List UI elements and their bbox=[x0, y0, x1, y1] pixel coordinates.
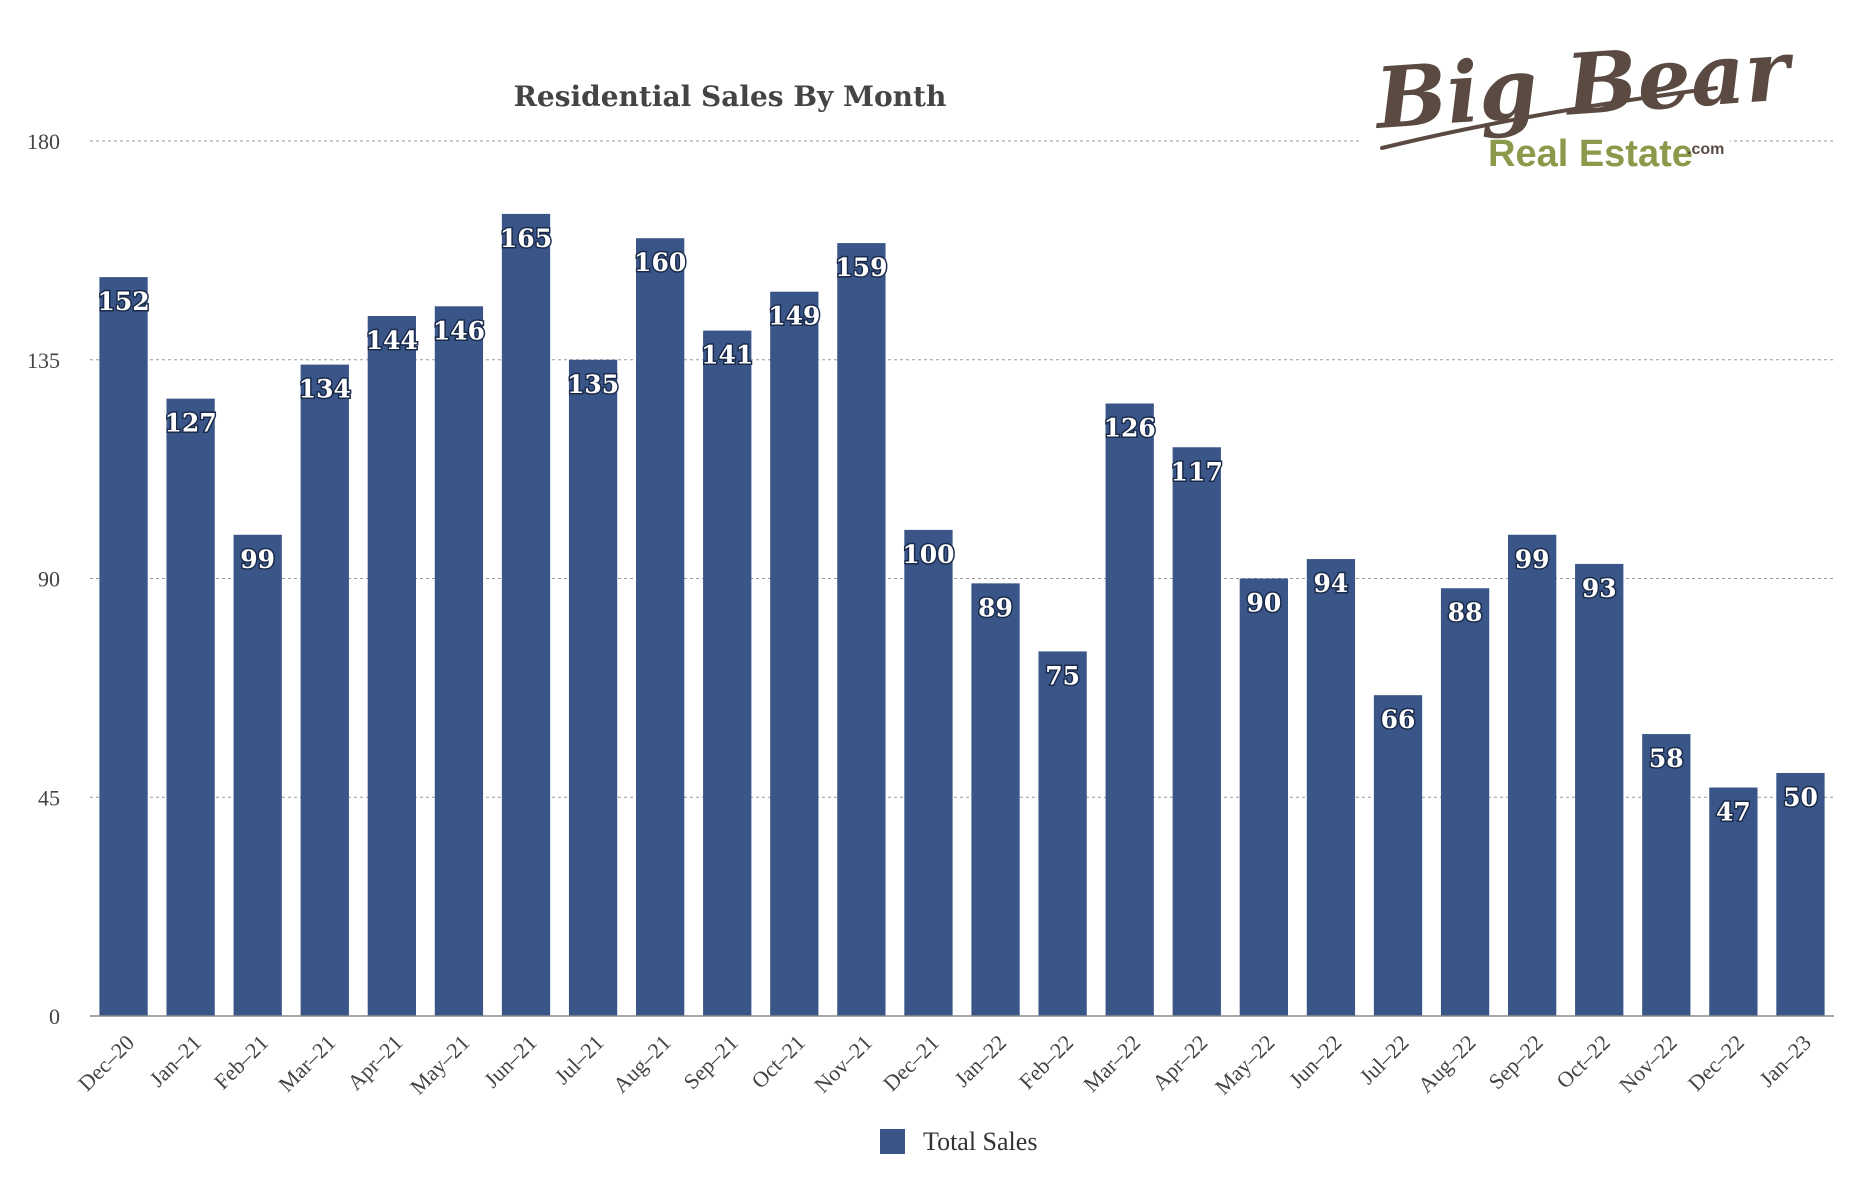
x-tick-label: Jun–21 bbox=[479, 1030, 542, 1093]
x-tick-label: Dec–21 bbox=[878, 1030, 944, 1096]
logo-swash bbox=[1380, 86, 1718, 150]
x-tick-label: Jul–22 bbox=[1354, 1030, 1413, 1089]
logo-subtitle: Real Estate bbox=[1488, 133, 1693, 175]
legend-swatch bbox=[880, 1129, 905, 1154]
bar bbox=[1776, 772, 1825, 1016]
legend-label: Total Sales bbox=[923, 1127, 1037, 1156]
bar bbox=[770, 291, 819, 1016]
x-tick-label: Apr–22 bbox=[1147, 1030, 1212, 1095]
bar bbox=[434, 306, 484, 1016]
data-label: 149 bbox=[768, 302, 820, 331]
bar bbox=[1575, 563, 1624, 1016]
data-label: 93 bbox=[1582, 574, 1617, 603]
x-tick-label: Jun–22 bbox=[1284, 1030, 1347, 1093]
bar bbox=[300, 364, 349, 1017]
data-label: 75 bbox=[1045, 661, 1080, 690]
x-tick-label: Nov–21 bbox=[809, 1030, 877, 1098]
x-tick-label: Jul–21 bbox=[549, 1030, 608, 1089]
x-tick-label: Apr–21 bbox=[342, 1030, 407, 1095]
data-label: 135 bbox=[567, 370, 619, 399]
bar bbox=[1172, 447, 1221, 1016]
x-tick-label: May–22 bbox=[1210, 1030, 1280, 1100]
bar bbox=[703, 330, 752, 1016]
legend: Total Sales bbox=[880, 1127, 1037, 1156]
x-tick-label: Dec–20 bbox=[73, 1030, 139, 1096]
x-tick-label: Jan–23 bbox=[1754, 1030, 1816, 1092]
bar bbox=[233, 534, 282, 1016]
x-tick-label: Nov–22 bbox=[1614, 1030, 1682, 1098]
bar bbox=[166, 398, 215, 1016]
y-tick-label: 45 bbox=[38, 785, 60, 810]
data-label: 99 bbox=[240, 545, 275, 574]
data-label: 47 bbox=[1716, 798, 1751, 827]
data-label: 88 bbox=[1448, 598, 1483, 627]
y-tick-label: 0 bbox=[49, 1004, 60, 1029]
brand-logo: Big Bear Real Estate .com bbox=[1360, 20, 1798, 178]
x-tick-label: Aug–21 bbox=[608, 1030, 676, 1098]
x-tick-label: Mar–21 bbox=[273, 1030, 340, 1097]
data-label: 117 bbox=[1171, 457, 1223, 486]
x-tick-label: Sep–21 bbox=[678, 1030, 742, 1094]
bar bbox=[1105, 403, 1154, 1016]
gridlines bbox=[90, 140, 1834, 798]
data-label: 127 bbox=[165, 409, 217, 438]
data-label: 90 bbox=[1246, 589, 1281, 618]
x-tick-label: Oct–21 bbox=[746, 1030, 809, 1093]
data-label: 99 bbox=[1515, 545, 1550, 574]
x-tick-label: Jan–22 bbox=[949, 1030, 1011, 1092]
bar bbox=[1642, 734, 1691, 1016]
x-tick-label: Sep–22 bbox=[1483, 1030, 1547, 1094]
bar bbox=[904, 529, 953, 1016]
data-labels: 152 127 99 134 144 146 165 135 160 141 149 159 100 89… bbox=[96, 222, 1819, 828]
data-label: 134 bbox=[299, 375, 351, 404]
bar bbox=[99, 277, 148, 1017]
x-tick-label: Jan–21 bbox=[144, 1030, 206, 1092]
data-label: 126 bbox=[1104, 414, 1156, 443]
data-label: 100 bbox=[902, 540, 954, 569]
y-tick-label: 180 bbox=[27, 129, 60, 154]
x-tick-label: May–21 bbox=[405, 1030, 475, 1100]
bar bbox=[568, 359, 618, 1016]
data-label: 89 bbox=[978, 593, 1013, 622]
bar bbox=[1239, 578, 1288, 1016]
data-label: 50 bbox=[1783, 783, 1818, 812]
data-label: 94 bbox=[1314, 569, 1349, 598]
bar bbox=[1508, 534, 1557, 1016]
y-tick-label: 135 bbox=[27, 348, 60, 373]
bar bbox=[1440, 588, 1490, 1016]
bars bbox=[99, 213, 1825, 1017]
bar bbox=[501, 213, 551, 1016]
x-tick-label: Aug–22 bbox=[1413, 1030, 1481, 1098]
bar bbox=[971, 583, 1020, 1016]
data-label: 58 bbox=[1649, 744, 1684, 773]
bar bbox=[1306, 559, 1356, 1016]
data-label: 152 bbox=[97, 287, 149, 316]
chart-title: Residential Sales By Month bbox=[514, 80, 947, 113]
x-tick-label: Mar–22 bbox=[1078, 1030, 1145, 1097]
bar bbox=[636, 238, 685, 1016]
data-label: 165 bbox=[500, 224, 552, 253]
x-tick-label: Oct–22 bbox=[1551, 1030, 1614, 1093]
x-tick-label: Feb–22 bbox=[1014, 1030, 1078, 1094]
bar bbox=[1373, 695, 1423, 1016]
data-label: 141 bbox=[701, 341, 753, 370]
bar bbox=[1038, 651, 1087, 1016]
data-label: 159 bbox=[835, 253, 887, 282]
logo-script-text: Big Bear bbox=[1370, 20, 1798, 148]
x-tick-label: Dec–22 bbox=[1683, 1030, 1749, 1096]
data-label: 144 bbox=[366, 326, 418, 355]
x-tick-label: Feb–21 bbox=[209, 1030, 273, 1094]
y-axis-ticks: 0 45 90 135 180 bbox=[27, 129, 60, 1029]
logo-suffix: .com bbox=[1687, 141, 1724, 158]
y-tick-label: 90 bbox=[38, 567, 60, 592]
data-label: 66 bbox=[1381, 705, 1416, 734]
bar bbox=[1709, 787, 1758, 1016]
bar bbox=[367, 316, 416, 1016]
data-label: 146 bbox=[433, 316, 485, 345]
data-label: 160 bbox=[634, 248, 686, 277]
bar bbox=[837, 243, 886, 1017]
